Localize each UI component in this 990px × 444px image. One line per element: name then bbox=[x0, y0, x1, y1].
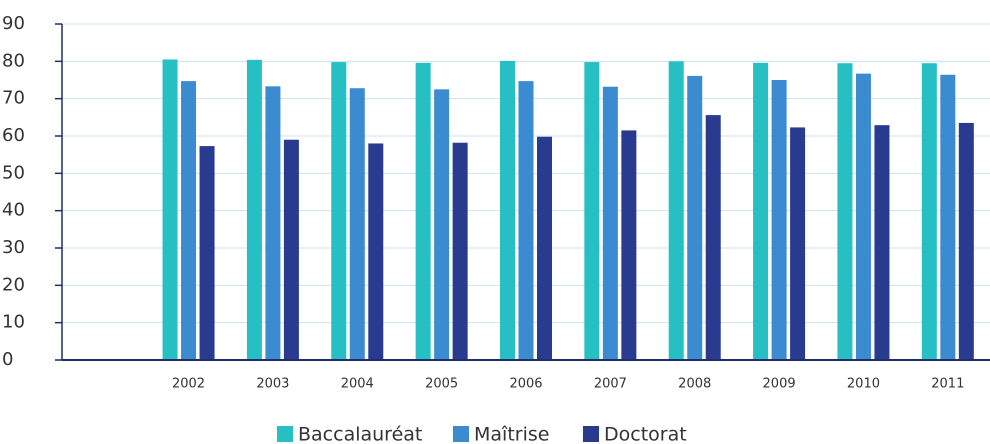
x-tick-label: 2004 bbox=[341, 377, 374, 392]
bar bbox=[753, 62, 769, 361]
bar bbox=[283, 139, 299, 360]
bar bbox=[518, 81, 534, 361]
y-tick-label: 0 bbox=[2, 349, 13, 370]
x-tick-label: 2006 bbox=[509, 377, 542, 392]
bar bbox=[537, 136, 552, 360]
x-tick-label: 2002 bbox=[172, 377, 205, 392]
y-tick-label: 70 bbox=[2, 88, 25, 109]
bar bbox=[687, 75, 703, 360]
bar bbox=[181, 81, 197, 361]
y-tick-label: 20 bbox=[2, 274, 25, 295]
x-tick-label: 2009 bbox=[763, 377, 796, 392]
bar bbox=[265, 86, 281, 360]
bar bbox=[162, 59, 178, 360]
bar bbox=[837, 63, 853, 360]
y-tick-label: 30 bbox=[2, 237, 25, 258]
x-tick-label: 2011 bbox=[931, 377, 964, 392]
bar bbox=[500, 60, 515, 361]
legend-swatch bbox=[453, 426, 469, 442]
bar bbox=[874, 125, 890, 360]
bar bbox=[584, 62, 600, 360]
bar bbox=[415, 62, 431, 361]
legend-label: Baccalauréat bbox=[298, 424, 422, 444]
bar bbox=[705, 115, 721, 361]
bar bbox=[368, 143, 384, 360]
bar bbox=[790, 127, 806, 360]
legend-label: Doctorat bbox=[604, 424, 687, 444]
bar bbox=[771, 80, 787, 360]
bar bbox=[621, 130, 637, 360]
bar bbox=[668, 61, 684, 360]
bar bbox=[940, 74, 956, 361]
x-tick-label: 2010 bbox=[847, 377, 880, 392]
y-tick-label: 50 bbox=[2, 162, 25, 183]
bar bbox=[602, 86, 618, 360]
x-tick-label: 2008 bbox=[678, 377, 711, 392]
bar bbox=[331, 62, 347, 360]
y-tick-label: 10 bbox=[2, 312, 25, 333]
bar bbox=[199, 146, 215, 360]
x-tick-label: 2003 bbox=[256, 377, 289, 392]
bar bbox=[452, 142, 468, 360]
y-tick-label: 40 bbox=[2, 200, 25, 221]
bar bbox=[349, 88, 365, 361]
bar bbox=[434, 89, 450, 360]
x-tick-label: 2005 bbox=[425, 377, 458, 392]
y-tick-label: 60 bbox=[2, 125, 25, 146]
bar bbox=[855, 73, 871, 361]
x-tick-label: 2007 bbox=[594, 377, 627, 392]
bar bbox=[246, 59, 262, 361]
bar bbox=[958, 122, 974, 360]
legend-swatch bbox=[277, 426, 293, 442]
bar bbox=[921, 63, 937, 360]
y-tick-label: 80 bbox=[2, 50, 25, 71]
legend-label: Maîtrise bbox=[474, 424, 549, 444]
y-tick-label: 90 bbox=[2, 13, 25, 34]
legend-swatch bbox=[583, 426, 599, 442]
